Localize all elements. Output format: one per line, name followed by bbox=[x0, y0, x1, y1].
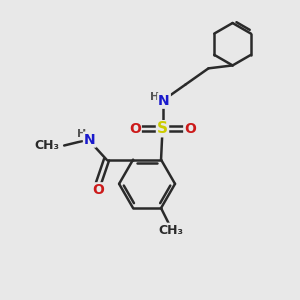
Text: CH₃: CH₃ bbox=[35, 139, 60, 152]
Text: H: H bbox=[150, 92, 159, 102]
Text: S: S bbox=[157, 121, 168, 136]
Text: CH₃: CH₃ bbox=[159, 224, 184, 237]
Text: N: N bbox=[158, 94, 170, 108]
Text: N: N bbox=[84, 133, 96, 147]
Text: O: O bbox=[184, 122, 196, 136]
Text: O: O bbox=[129, 122, 141, 136]
Text: H: H bbox=[77, 129, 86, 139]
Text: O: O bbox=[92, 183, 104, 197]
